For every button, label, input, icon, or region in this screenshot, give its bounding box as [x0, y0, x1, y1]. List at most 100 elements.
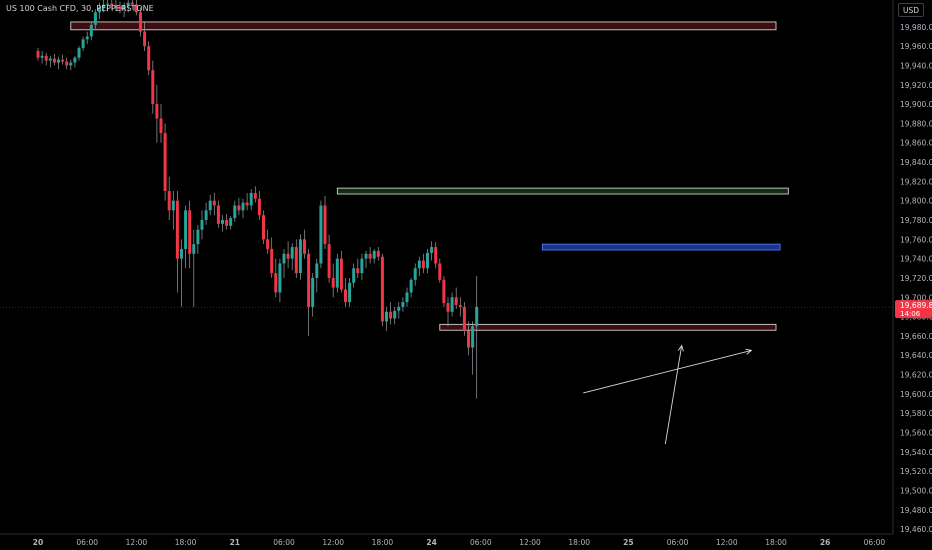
candle-body: [270, 248, 274, 274]
candle: [471, 321, 475, 375]
candle: [114, 0, 118, 12]
x-tick-label: 12:00: [126, 538, 148, 547]
candle-body: [458, 305, 462, 307]
candle-body: [454, 297, 458, 306]
candle: [257, 191, 261, 220]
arrow-1[interactable]: [664, 344, 684, 445]
candle-body: [462, 306, 466, 332]
candle-body: [143, 31, 147, 47]
candle: [364, 250, 368, 269]
x-tick-label: 06:00: [76, 538, 98, 547]
price-zones[interactable]: [70, 21, 789, 331]
candle-body: [364, 253, 368, 259]
candle: [102, 0, 106, 13]
y-tick-label: 19,580.0: [900, 409, 932, 418]
candle: [196, 224, 200, 254]
candle-body: [311, 277, 315, 307]
candle: [159, 104, 163, 143]
candle-body: [294, 247, 298, 274]
zone-red-3[interactable]: [439, 323, 777, 331]
trend-arrows[interactable]: [583, 344, 753, 445]
candle-body: [352, 268, 356, 283]
candle-body: [282, 253, 286, 264]
candle-body: [77, 48, 81, 58]
y-tick-label: 19,720.0: [900, 274, 932, 283]
y-tick-label: 19,980.0: [900, 23, 932, 32]
candle: [356, 258, 360, 278]
candle: [134, 0, 138, 16]
candle: [286, 241, 290, 269]
candle-body: [180, 248, 183, 259]
candle-body: [331, 277, 335, 288]
candle-body: [471, 326, 475, 348]
countdown-value: 14:06: [900, 310, 921, 318]
candle: [48, 55, 52, 68]
candle-body: [348, 282, 352, 303]
candle-body: [69, 62, 73, 66]
arrow-0[interactable]: [583, 348, 753, 394]
candle: [307, 248, 311, 336]
candle-body: [434, 247, 438, 264]
arrow-shaft: [583, 349, 752, 394]
zone-blue-2[interactable]: [541, 243, 781, 251]
candle: [274, 258, 278, 298]
candle-body: [163, 133, 167, 192]
candle-body: [102, 4, 106, 8]
candle-body: [344, 289, 347, 303]
candle: [147, 41, 151, 76]
candle-body: [372, 250, 376, 259]
candle: [311, 273, 315, 317]
candle: [475, 276, 479, 399]
x-tick-label: 26: [820, 538, 830, 547]
zone-green-1[interactable]: [336, 187, 789, 195]
candle-body: [360, 258, 364, 274]
candle-body: [192, 244, 196, 254]
candle: [171, 191, 175, 230]
currency-button[interactable]: USD: [898, 3, 924, 17]
candle: [216, 200, 220, 228]
candle-body: [426, 252, 429, 269]
candle-body: [368, 253, 372, 259]
candle: [208, 194, 212, 216]
candle-body: [262, 215, 265, 240]
candle-body: [241, 202, 245, 211]
candle: [380, 253, 384, 327]
candle: [73, 55, 77, 68]
candle: [200, 210, 204, 240]
candle: [421, 253, 425, 274]
candle: [462, 302, 466, 336]
y-tick-label: 19,620.0: [900, 371, 932, 380]
candle: [139, 7, 142, 37]
candle-body: [212, 200, 216, 206]
candle: [262, 210, 265, 245]
candle: [290, 243, 294, 271]
candle: [323, 195, 327, 249]
price-axis[interactable]: 19,460.0 19,480.0 19,500.0 19,520.0 19,540.0…: [900, 23, 932, 534]
candle: [417, 256, 421, 277]
x-tick-label: 18:00: [372, 538, 394, 547]
candle-body: [48, 58, 52, 61]
x-tick-label: 20: [33, 538, 43, 547]
y-tick-label: 19,940.0: [900, 61, 932, 70]
candle: [385, 306, 388, 332]
candle: [434, 242, 438, 269]
candle: [192, 229, 196, 307]
candle-body: [413, 268, 417, 280]
candle: [163, 123, 167, 201]
candle-body: [401, 302, 405, 307]
candle-body: [274, 273, 278, 293]
candle-body: [44, 55, 48, 61]
candle: [57, 56, 60, 70]
time-axis[interactable]: 20 06:00 12:00 18:00 21 06:00 12:00 18:00 24 06:0…: [33, 538, 886, 547]
candle-body: [36, 50, 40, 58]
candle-body: [249, 192, 253, 206]
y-tick-label: 19,560.0: [900, 429, 932, 438]
candle-body: [233, 205, 237, 219]
candle: [331, 263, 335, 298]
x-tick-label: 18:00: [175, 538, 197, 547]
zone-red-0[interactable]: [70, 21, 777, 31]
y-tick-label: 19,660.0: [900, 332, 932, 341]
candle: [180, 239, 183, 307]
candle-body: [380, 256, 384, 322]
